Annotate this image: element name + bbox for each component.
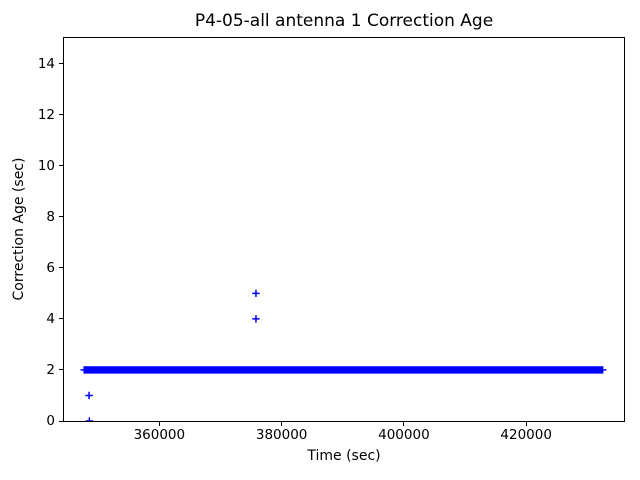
scatter-points-layer <box>80 289 607 421</box>
y-tick-label: 12 <box>37 106 55 123</box>
y-tick-label: 0 <box>46 413 55 429</box>
x-tick-label: 360000 <box>133 427 186 443</box>
y-tick-label: 8 <box>46 208 55 225</box>
chart-title: P4-05-all antenna 1 Correction Age <box>194 11 494 31</box>
y-tick-mark <box>59 216 63 218</box>
y-tick-mark <box>59 420 63 422</box>
dense-band-plus-markers <box>80 369 607 371</box>
y-tick-label: 6 <box>46 259 55 276</box>
y-tick-label: 10 <box>37 157 55 174</box>
y-tick-mark <box>59 114 63 116</box>
y-tick-label: 14 <box>37 55 55 72</box>
plus-marker <box>85 391 93 400</box>
x-tick-label: 400000 <box>378 427 430 443</box>
x-tick-mark <box>525 422 527 426</box>
x-tick-mark <box>158 422 160 426</box>
y-tick-mark <box>59 165 63 167</box>
x-axis-label: Time (sec) <box>307 448 381 464</box>
plus-marker <box>252 289 260 298</box>
x-tick-label: 420000 <box>500 427 552 443</box>
y-tick-mark <box>59 318 63 320</box>
plus-marker <box>85 417 94 421</box>
y-axis-label: Correction Age (sec) <box>11 157 27 301</box>
y-tick-mark <box>59 267 63 269</box>
x-tick-mark <box>281 422 283 426</box>
y-tick-mark <box>59 369 63 371</box>
plot-area <box>63 37 625 422</box>
x-tick-label: 380000 <box>255 427 308 443</box>
x-tick-mark <box>403 422 405 426</box>
y-tick-label: 2 <box>46 361 55 378</box>
y-tick-mark <box>59 63 63 65</box>
y-tick-label: 4 <box>46 310 55 327</box>
plus-marker <box>252 315 260 323</box>
